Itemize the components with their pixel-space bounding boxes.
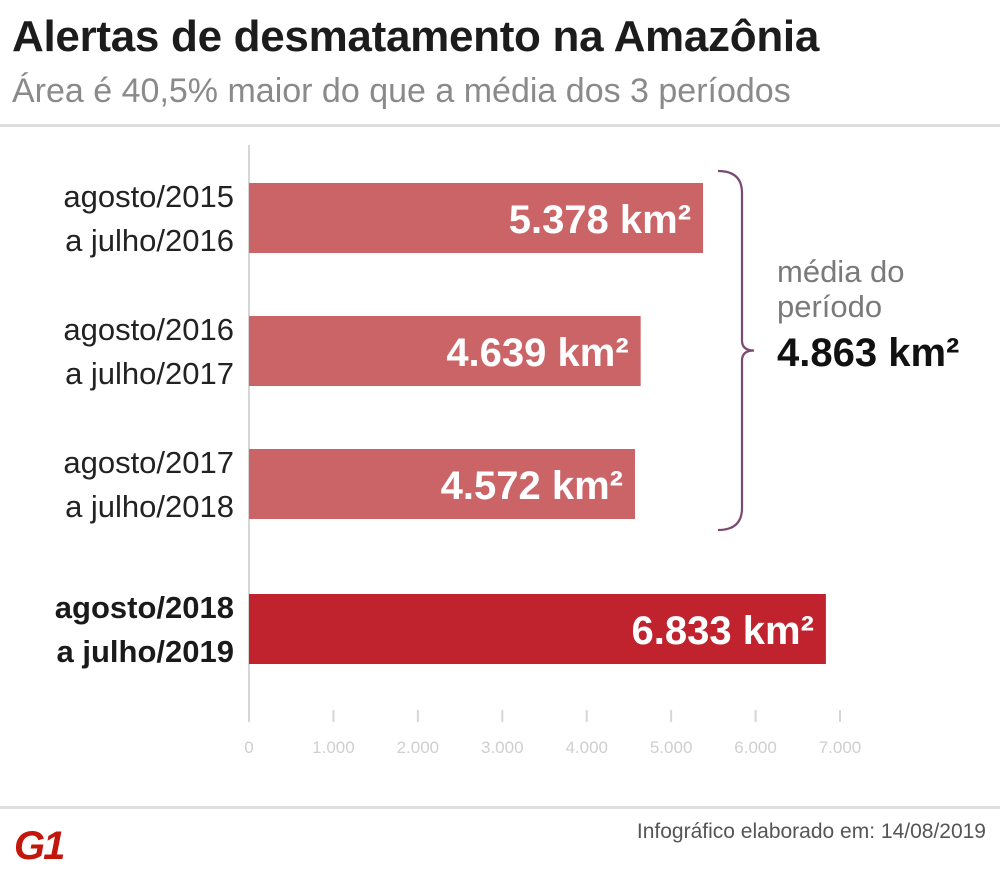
bar <box>249 183 704 253</box>
bar <box>249 594 826 664</box>
x-tick-label: 2.000 <box>397 738 440 757</box>
average-value: 4.863 km² <box>777 331 959 375</box>
g1-logo-text: G1 <box>14 826 64 864</box>
average-note-line: período <box>777 289 882 324</box>
bar-value-label: 5.378 km² <box>509 198 691 242</box>
category-label: a julho/2019 <box>57 634 234 669</box>
category-label: agosto/2018 <box>55 590 234 625</box>
chart-title: Alertas de desmatamento na Amazônia <box>12 12 820 61</box>
footer-divider <box>0 806 1000 809</box>
x-tick-label: 0 <box>244 738 253 757</box>
average-note-line: média do <box>777 254 905 289</box>
category-label: agosto/2015 <box>63 179 234 214</box>
bar <box>249 449 636 519</box>
category-label: a julho/2018 <box>65 489 234 524</box>
category-label: agosto/2017 <box>63 445 234 480</box>
x-tick-label: 6.000 <box>734 738 777 757</box>
g1-logo: G1 <box>14 826 66 864</box>
x-tick-label: 4.000 <box>565 738 608 757</box>
x-tick-label: 7.000 <box>819 738 862 757</box>
category-label: agosto/2016 <box>63 312 234 347</box>
category-label: a julho/2017 <box>65 356 234 391</box>
bar <box>249 316 641 386</box>
bar-value-label: 6.833 km² <box>632 609 814 653</box>
x-tick-label: 3.000 <box>481 738 524 757</box>
x-tick-label: 1.000 <box>312 738 355 757</box>
x-tick-label: 5.000 <box>650 738 693 757</box>
average-bracket <box>717 169 755 532</box>
bar-value-label: 4.639 km² <box>446 331 628 375</box>
category-label: a julho/2016 <box>65 223 234 258</box>
bar-value-label: 4.572 km² <box>441 464 623 508</box>
footer-credit: Infográfico elaborado em: 14/08/2019 <box>636 820 986 843</box>
chart-subtitle: Área é 40,5% maior do que a média dos 3 … <box>12 72 791 110</box>
header-divider <box>0 124 1000 127</box>
